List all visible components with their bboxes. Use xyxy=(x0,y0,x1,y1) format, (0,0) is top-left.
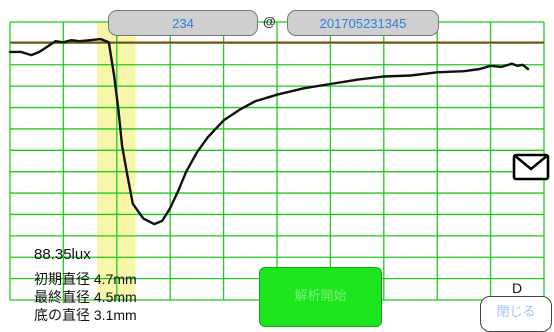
lux-reading: 88.35lux xyxy=(34,246,91,263)
datetime-field[interactable]: 201705231345 xyxy=(287,10,439,36)
initial-diameter: 初期直径 4.7mm xyxy=(34,271,137,287)
at-symbol: @ xyxy=(263,14,276,29)
pupil-trace xyxy=(8,37,530,226)
id-field[interactable]: 234 xyxy=(108,10,258,36)
start-analysis-button[interactable]: 解析開始 xyxy=(259,267,382,327)
min-diameter: 底の直径 3.1mm xyxy=(34,307,137,323)
pupil-chart xyxy=(8,21,545,301)
close-button[interactable]: 閉じる xyxy=(480,296,552,332)
marker-label: D xyxy=(512,280,523,296)
mail-icon[interactable] xyxy=(512,152,550,182)
final-diameter: 最終直径 4.5mm xyxy=(34,289,137,305)
